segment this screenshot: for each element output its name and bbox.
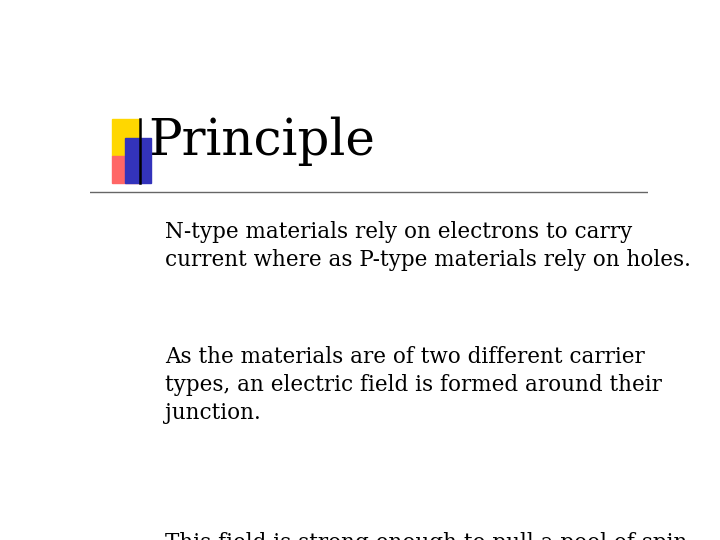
Text: This field is strong enough to pull a pool of spin
coherent  electrons  from  Ga: This field is strong enough to pull a po… xyxy=(166,532,688,540)
Bar xyxy=(112,156,139,183)
Bar xyxy=(125,138,151,183)
Text: N-type materials rely on electrons to carry
current where as P-type materials re: N-type materials rely on electrons to ca… xyxy=(166,221,691,271)
Text: As the materials are of two different carrier
types, an electric field is formed: As the materials are of two different ca… xyxy=(166,346,662,424)
Bar xyxy=(112,119,139,156)
Text: Principle: Principle xyxy=(148,117,376,166)
